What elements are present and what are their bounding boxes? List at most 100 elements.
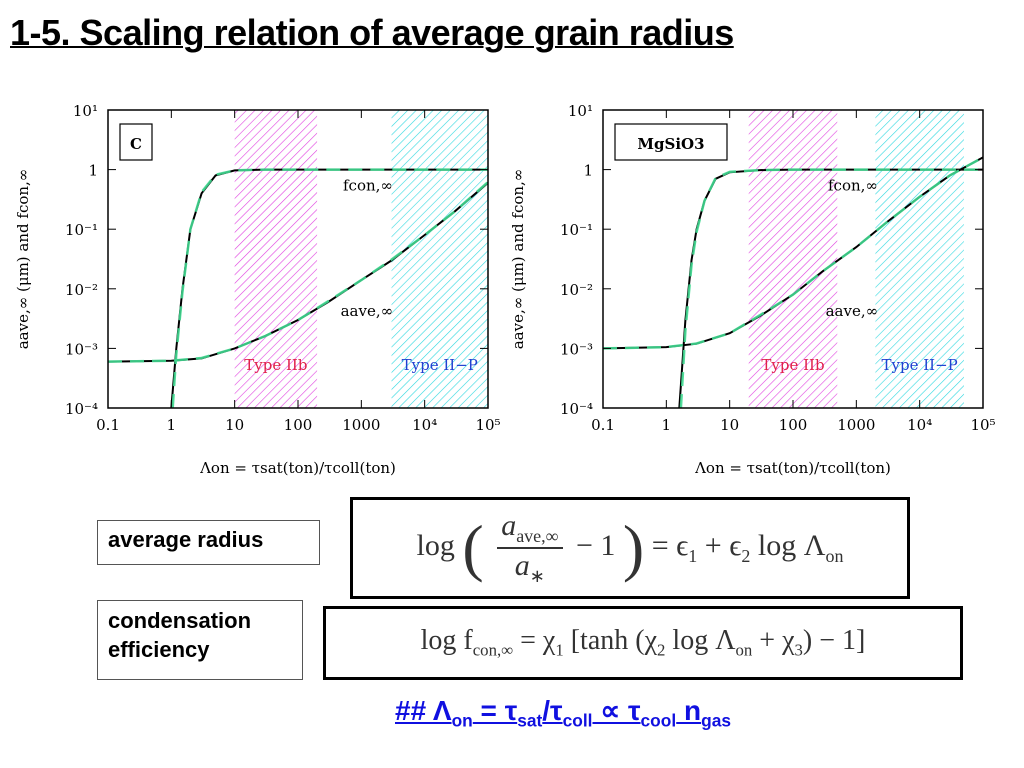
x-tick-label: 10⁵: [475, 416, 500, 434]
x-tick-label: 10⁴: [412, 416, 437, 434]
subscript: on: [451, 710, 473, 731]
label: condensation: [108, 608, 252, 633]
y-axis-label: aave,∞ (μm) and fcon,∞: [509, 169, 527, 350]
label-box: [119, 123, 153, 161]
band: [234, 110, 318, 408]
x-tick-label: 10: [225, 416, 244, 434]
paren: (: [462, 512, 484, 583]
text: log Λ: [750, 528, 826, 562]
subscript: 2: [657, 640, 666, 660]
label: average radius: [108, 527, 264, 552]
band: [748, 110, 838, 408]
subscript: on: [735, 640, 753, 660]
series-line: [108, 181, 488, 363]
eq-text: a: [514, 549, 530, 582]
band: [875, 110, 964, 408]
band-label: Type II−P: [882, 356, 958, 374]
curve-label: aave,∞: [341, 302, 394, 320]
text: log Λ: [665, 625, 736, 657]
series-line: [171, 168, 488, 408]
curve-label: aave,∞: [826, 302, 879, 320]
label-box: condensation efficiency: [97, 600, 303, 680]
text: = τ: [472, 695, 518, 726]
subscript: 2: [741, 545, 751, 566]
subscript: cool: [640, 710, 677, 731]
band-label: Type IIb: [761, 356, 824, 374]
eq-sub: ∗: [529, 566, 545, 586]
curve-label: fcon,∞: [343, 176, 393, 194]
y-tick-label: 10⁻⁴: [560, 400, 593, 418]
eq-sub: ave,∞: [516, 526, 559, 546]
subscript: coll: [562, 710, 593, 731]
chart-label: MgSiO3: [637, 135, 704, 153]
text: = ϵ: [651, 528, 689, 562]
y-tick-label: 1: [88, 162, 98, 180]
label-box: [614, 123, 728, 161]
y-tick-label: 10⁻¹: [560, 221, 593, 239]
plot: Type IIb Type II−P: [108, 110, 488, 408]
x-tick-label: 0.1: [96, 416, 120, 434]
subscript: 3: [794, 640, 803, 660]
x-tick-label: 10: [720, 416, 739, 434]
curve-label: fcon,∞: [828, 176, 878, 194]
eq-text: log: [416, 528, 455, 562]
x-tick-label: 10⁴: [907, 416, 932, 434]
subscript: gas: [701, 710, 732, 731]
numerator: aave,∞: [497, 509, 563, 549]
x-tick-label: 1: [662, 416, 672, 434]
label-box: average radius: [97, 520, 320, 565]
charts: Type IIb Type II−P 0.1 1 10 100 1000 10⁴ 10⁵ 10⁻⁴…: [14, 102, 996, 477]
denominator: a∗: [515, 549, 545, 587]
x-tick-label: 100: [779, 416, 808, 434]
equation: log ( aave,∞ a∗ − 1 ) = ϵ1 + ϵ2 log Λon: [417, 509, 844, 587]
x-axis-label: Λon = τsat(ton)/τcoll(ton): [199, 459, 396, 477]
plot: Type IIb Type II−P: [603, 110, 983, 408]
text: n: [676, 695, 702, 726]
subscript: 1: [688, 545, 698, 566]
y-tick-label: 10⁻²: [65, 281, 98, 299]
x-axis-label: Λon = τsat(ton)/τcoll(ton): [694, 459, 891, 477]
y-tick-label: 10¹: [568, 102, 593, 120]
label: efficiency: [108, 636, 210, 662]
chart-label: C: [130, 135, 142, 153]
subscript: sat: [517, 710, 543, 731]
band: [391, 110, 488, 408]
x-tick-label: 1000: [342, 416, 380, 434]
y-tick-label: 10⁻²: [560, 281, 593, 299]
subscript: on: [825, 545, 844, 566]
text: + ϵ: [697, 528, 742, 562]
series-line: [603, 156, 983, 350]
y-tick-label: 10⁻³: [65, 340, 98, 358]
y-axis-label: aave,∞ (μm) and fcon,∞: [14, 169, 32, 350]
eq-rhs: = ϵ1 + ϵ2 log Λon: [651, 528, 844, 566]
text: log f: [420, 625, 473, 657]
text: = χ: [513, 625, 556, 657]
series-line: [679, 168, 983, 408]
x-tick-label: 1: [167, 416, 177, 434]
x-tick-label: 1000: [837, 416, 875, 434]
eq-text: a: [501, 509, 517, 542]
y-tick-label: 10⁻¹: [65, 221, 98, 239]
y-tick-label: 10⁻⁴: [65, 400, 98, 418]
y-tick-label: 10¹: [73, 102, 98, 120]
equation-box: log fcon,∞ = χ1 [tanh (χ2 log Λon + χ3) …: [323, 606, 963, 680]
x-tick-label: 10⁵: [970, 416, 995, 434]
text: ∝ τ: [592, 695, 641, 726]
equation: log fcon,∞ = χ1 [tanh (χ2 log Λon + χ3) …: [421, 625, 866, 661]
subscript: 1: [555, 640, 564, 660]
paren: ): [622, 512, 645, 583]
subscript: con,∞: [472, 640, 514, 660]
fraction: aave,∞ a∗: [497, 509, 563, 587]
y-tick-label: 1: [583, 162, 593, 180]
x-tick-label: 0.1: [591, 416, 615, 434]
eq-text: − 1: [576, 528, 616, 562]
text: ) − 1]: [802, 625, 866, 657]
band-label: Type II−P: [402, 356, 478, 374]
equation-box: log ( aave,∞ a∗ − 1 ) = ϵ1 + ϵ2 log Λon: [350, 497, 910, 599]
band-label: Type IIb: [244, 356, 307, 374]
x-tick-label: 100: [284, 416, 313, 434]
text: + χ: [752, 625, 795, 657]
footer-note: ## Λon = τsat/τcoll ∝ τcool ngas: [395, 694, 731, 732]
text: [tanh (χ: [563, 625, 658, 657]
